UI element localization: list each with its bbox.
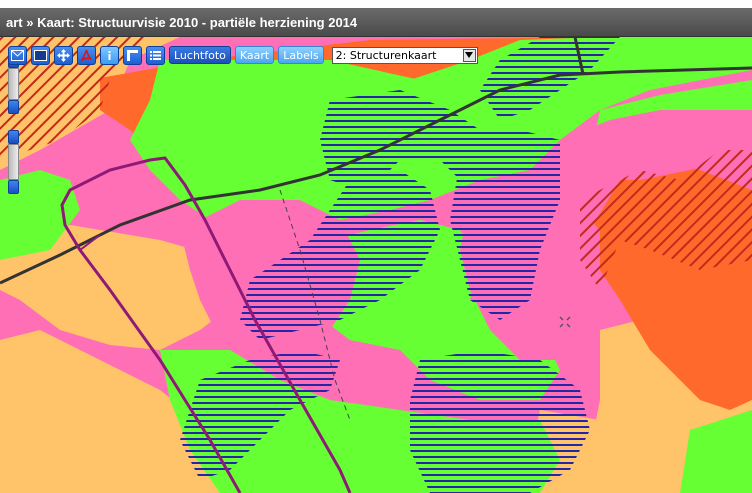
map-canvas[interactable] [0,37,752,493]
legend-icon [127,49,138,61]
pan-down-button[interactable] [8,180,19,194]
map-svg [0,37,752,493]
page-title: art » Kaart: Structuurvisie 2010 - parti… [6,15,358,30]
labels-button[interactable]: Labels [278,46,324,64]
red-hatch-zone-right [580,150,752,290]
select-rectangle-button[interactable] [31,45,50,65]
pdf-icon [80,49,92,62]
envelope-icon [11,49,24,61]
red-hatch-zone-topleft [0,37,150,160]
layer-select-value: 2: Structurenkaart [335,48,437,62]
list-button[interactable] [146,45,165,65]
pan-up-button[interactable] [8,130,19,144]
map-cursor-icon [559,316,571,328]
boundary-line-main [0,66,752,285]
top-strip [0,0,752,8]
navy-hatch-zone-right [450,150,560,320]
select-rectangle-icon [34,49,47,61]
title-bar: art » Kaart: Structuurvisie 2010 - parti… [0,8,752,37]
layer-select[interactable]: 2: Structurenkaart [331,46,478,64]
info-icon [108,50,111,60]
pdf-button[interactable] [77,45,96,65]
pan-icon [57,48,70,62]
zoom-control [0,50,19,200]
list-icon [150,50,161,60]
pan-button[interactable] [54,45,73,65]
purple-route [60,156,352,493]
zoom-out-button[interactable] [8,100,19,114]
green-zone-left [0,170,80,260]
green-zone-right-edge [680,410,752,493]
kaart-button[interactable]: Kaart [234,46,275,64]
light-orange-zone-bottomleft [0,330,240,493]
purple-route-inner [79,234,101,251]
navy-hatch-zone-lower [180,350,340,480]
navy-hatch-zone-bottom [410,350,590,493]
info-button[interactable] [100,45,119,65]
boundary-line-vertical [573,37,585,75]
chevron-down-icon[interactable] [462,48,476,62]
luchtfoto-button[interactable]: Luchtfoto [169,46,231,64]
zoom-slider-track[interactable] [8,68,19,100]
map-toolbar: Luchtfoto Kaart Labels 2: Structurenkaar… [8,44,478,66]
navy-hatch-zone-center [240,170,440,340]
envelope-button[interactable] [8,45,27,65]
legend-button[interactable] [123,45,142,65]
pan-slider-track[interactable] [8,144,19,180]
dashed-boundary [279,189,351,421]
